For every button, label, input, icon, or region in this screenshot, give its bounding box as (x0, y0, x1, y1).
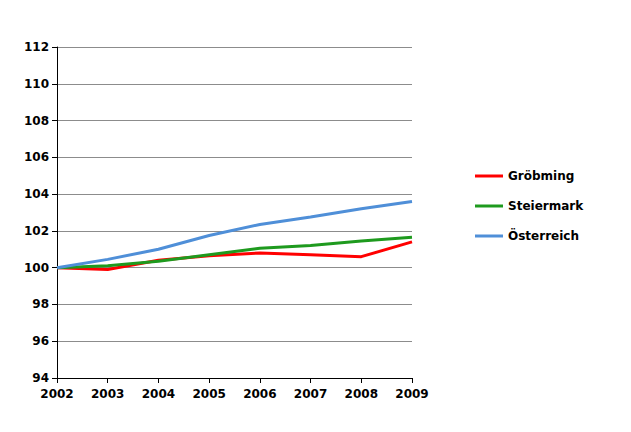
svg-text:112: 112 (24, 40, 49, 54)
svg-text:Österreich: Österreich (508, 228, 579, 243)
svg-text:2006: 2006 (243, 387, 276, 401)
svg-text:100: 100 (24, 261, 49, 275)
svg-text:2002: 2002 (40, 387, 73, 401)
svg-text:98: 98 (32, 297, 49, 311)
svg-text:2004: 2004 (142, 387, 175, 401)
svg-text:2009: 2009 (395, 387, 428, 401)
svg-text:Gröbming: Gröbming (508, 169, 574, 183)
svg-text:2008: 2008 (345, 387, 378, 401)
svg-text:2005: 2005 (192, 387, 225, 401)
svg-text:102: 102 (24, 224, 49, 238)
svg-text:2003: 2003 (91, 387, 124, 401)
svg-text:96: 96 (32, 334, 49, 348)
svg-text:Steiermark: Steiermark (508, 199, 584, 213)
svg-text:106: 106 (24, 150, 49, 164)
svg-text:110: 110 (24, 77, 49, 91)
svg-text:104: 104 (24, 187, 49, 201)
svg-text:108: 108 (24, 114, 49, 128)
svg-text:94: 94 (32, 371, 49, 385)
svg-text:2007: 2007 (294, 387, 327, 401)
